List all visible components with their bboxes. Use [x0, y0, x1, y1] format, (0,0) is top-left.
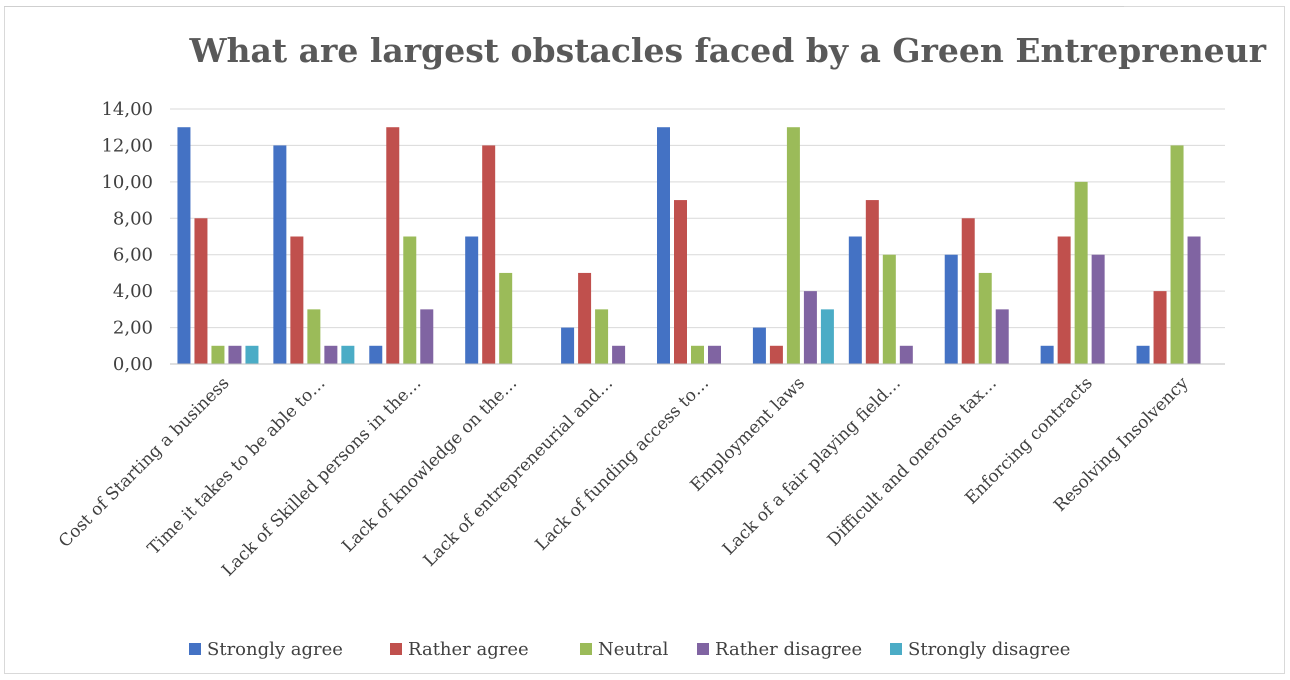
bar-strongly-disagree	[341, 345, 355, 364]
bar-neutral	[499, 272, 513, 364]
bar-neutral	[307, 309, 321, 364]
legend-label: Rather disagree	[715, 639, 862, 660]
bar-strongly-disagree	[245, 345, 259, 364]
legend-swatch	[580, 643, 592, 655]
legend-label: Neutral	[598, 639, 669, 660]
bar-neutral	[978, 272, 992, 364]
top-rule	[4, 6, 1124, 7]
bar-rather-agree	[961, 218, 975, 364]
bar-strongly-agree	[273, 145, 287, 364]
bar-neutral	[1074, 181, 1088, 364]
bar-rather-disagree	[1187, 236, 1201, 364]
bar-strongly-agree	[369, 345, 383, 364]
category-label: Time it takes to be able to…	[144, 373, 329, 558]
y-tick-label: 14,00	[101, 99, 153, 120]
gridlines	[170, 108, 1225, 329]
bar-strongly-agree	[561, 327, 575, 364]
category-label: Lack of entrepreneurial and…	[420, 373, 617, 570]
bar-strongly-agree	[465, 236, 479, 364]
category-label: Lack of funding access to…	[532, 373, 713, 554]
y-tick-label: 2,00	[113, 318, 153, 339]
bar-neutral	[1170, 145, 1184, 364]
bar-rather-agree	[674, 200, 687, 364]
bars	[177, 127, 1201, 364]
bar-strongly-disagree	[820, 309, 834, 364]
bar-strongly-agree	[944, 254, 958, 364]
category-label: Cost of Starting a business	[55, 373, 233, 551]
y-tick-label: 8,00	[113, 208, 153, 229]
bar-rather-disagree	[803, 291, 817, 364]
bar-rather-disagree	[420, 309, 434, 364]
legend-swatch	[697, 643, 709, 655]
y-tick-label: 0,00	[113, 354, 153, 375]
legend-swatch	[390, 643, 402, 655]
bar-neutral	[691, 345, 704, 364]
bar-neutral	[403, 236, 417, 364]
bar-rather-agree	[194, 218, 208, 364]
bar-rather-disagree	[612, 345, 626, 364]
bar-neutral	[595, 309, 609, 364]
chart-frame	[4, 6, 1285, 674]
bar-strongly-agree	[1136, 345, 1150, 364]
y-axis-ticks: 0,00 2,00 4,00 6,00 8,00 10,00 12,00 14,00	[101, 99, 153, 375]
bar-rather-disagree	[228, 345, 242, 364]
bar-strongly-agree	[1040, 345, 1054, 364]
bar-rather-agree	[290, 236, 304, 364]
category-label: Difficult and onerous tax…	[824, 373, 1001, 550]
bar-neutral	[211, 345, 225, 364]
legend-swatch	[189, 643, 201, 655]
y-tick-label: 12,00	[101, 135, 153, 156]
category-label: Lack of a fair playing field…	[719, 373, 905, 559]
category-label: Lack of knowledge on the…	[338, 373, 521, 556]
bar-strongly-agree	[752, 327, 766, 364]
bar-neutral	[882, 254, 896, 364]
bar-rather-disagree	[1091, 254, 1105, 364]
bar-rather-agree	[1153, 291, 1167, 364]
bar-rather-agree	[482, 145, 496, 364]
y-tick-label: 10,00	[101, 172, 153, 193]
bar-neutral	[786, 127, 800, 364]
bar-rather-disagree	[899, 345, 913, 364]
chart-title: What are largest obstacles faced by a Gr…	[188, 31, 1266, 70]
bar-rather-agree	[865, 200, 879, 364]
y-tick-label: 6,00	[113, 245, 153, 266]
bar-rather-disagree	[324, 345, 338, 364]
bar-rather-disagree	[708, 345, 721, 364]
bar-rather-disagree	[995, 309, 1009, 364]
legend-label: Rather agree	[408, 639, 529, 660]
bar-rather-agree	[769, 345, 783, 364]
y-tick-label: 4,00	[113, 281, 153, 302]
bar-rather-agree	[578, 272, 592, 364]
legend-swatch	[890, 643, 902, 655]
legend-label: Strongly agree	[207, 639, 343, 660]
bar-rather-agree	[1057, 236, 1071, 364]
bar-strongly-agree	[177, 127, 191, 364]
bar-strongly-agree	[848, 236, 862, 364]
bar-rather-agree	[386, 127, 400, 364]
bar-strongly-agree	[657, 127, 670, 364]
legend-label: Strongly disagree	[908, 639, 1070, 660]
legend: Strongly agree Rather agree Neutral Rather …	[189, 639, 1070, 660]
category-label: Lack of Skilled persons in the…	[218, 373, 425, 580]
